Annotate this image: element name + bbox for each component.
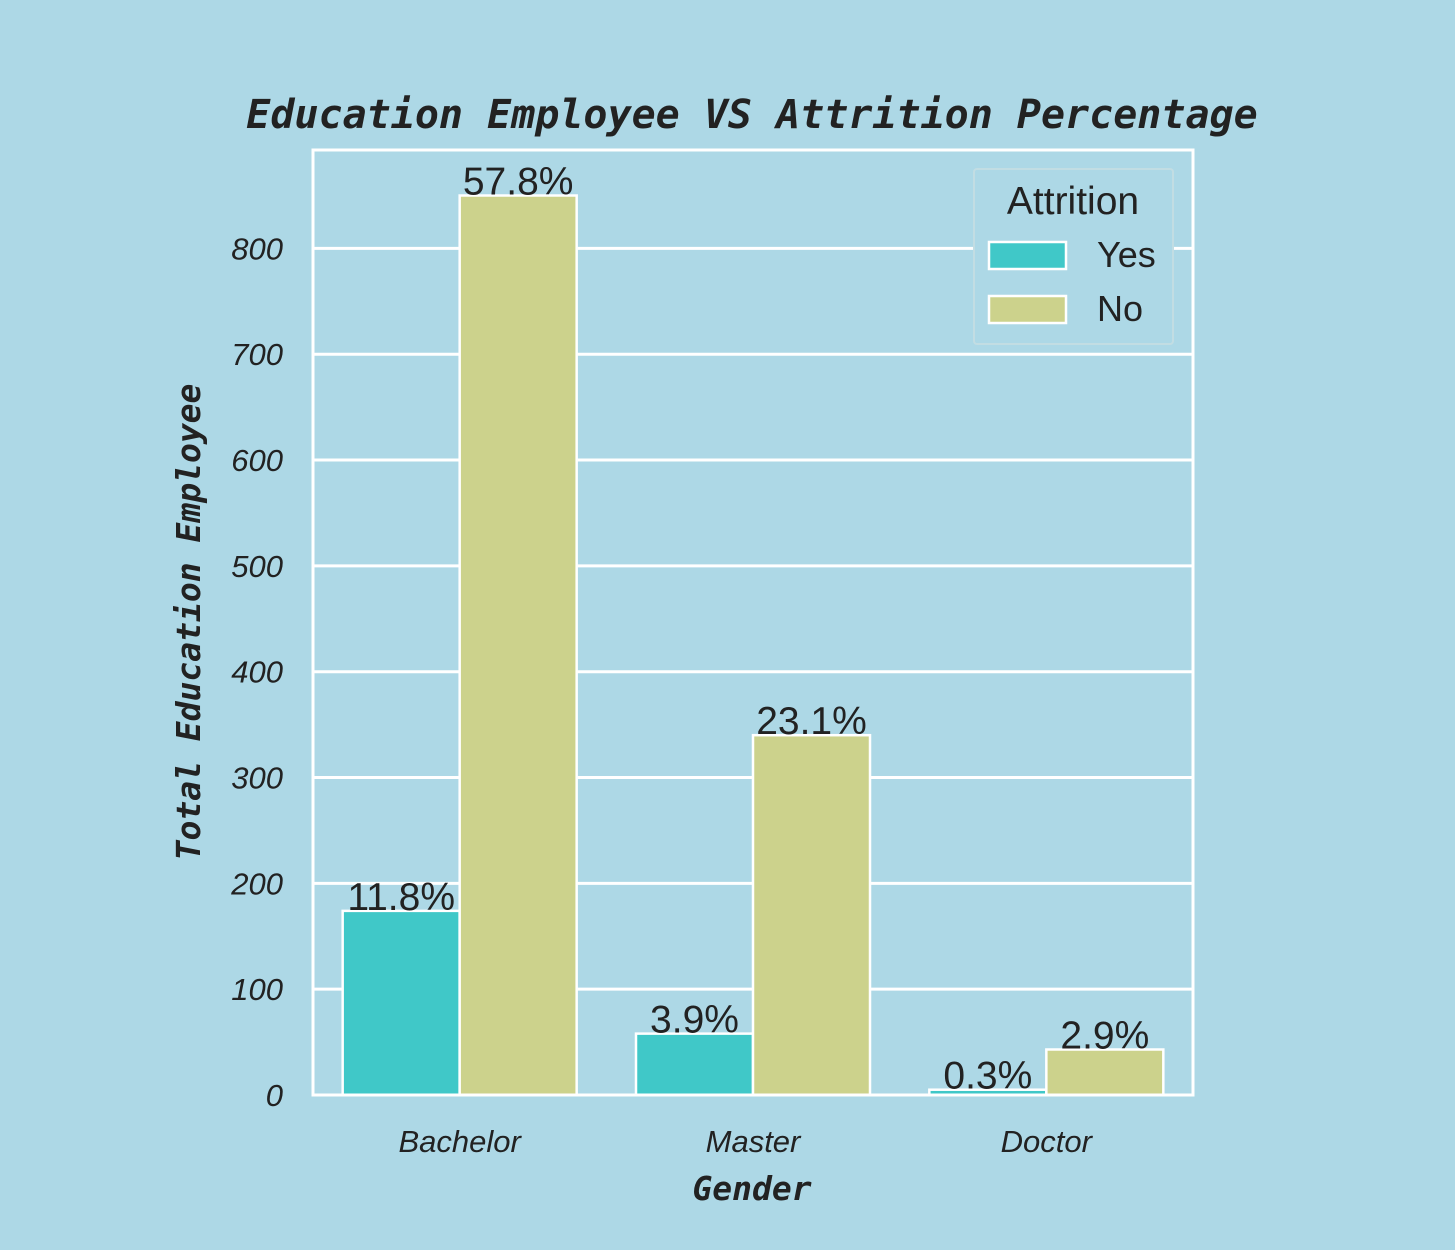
chart-title: Education Employee VS Attrition Percenta…: [246, 92, 1257, 138]
x-tick-label-doctor: Doctor: [1001, 1124, 1094, 1159]
y-axis-title: Total Education Employee: [169, 384, 208, 861]
bar-label-master-yes: 3.9%: [650, 999, 739, 1042]
bar-label-master-no: 23.1%: [756, 700, 867, 743]
bar-label-doctor-no: 2.9%: [1060, 1014, 1149, 1057]
y-tick-label-0: 0: [266, 1078, 283, 1113]
x-axis-title: Gender: [692, 1169, 811, 1208]
legend-label-yes: Yes: [1097, 234, 1156, 275]
bar-labels: 11.8% 57.8% 3.9% 23.1% 0.3% 2.9%: [347, 161, 1149, 1098]
y-tick-label-600: 600: [231, 443, 283, 478]
x-tick-label-master: Master: [706, 1124, 802, 1159]
legend-title: Attrition: [1007, 180, 1139, 223]
bar-label-bachelor-yes: 11.8%: [347, 876, 455, 919]
bar-doctor-no: [1045, 1048, 1165, 1097]
bar-master-yes: [634, 1032, 755, 1097]
bar-bachelor-no: [458, 194, 578, 1097]
x-axis-ticks: Bachelor Master Doctor: [398, 1124, 1093, 1159]
y-tick-label-500: 500: [231, 549, 283, 584]
legend-swatch-no: [987, 294, 1068, 325]
y-axis-ticks: 0 100 200 300 400 500 600 700 800: [230, 231, 283, 1113]
legend: Attrition Yes No: [973, 168, 1174, 345]
y-tick-label-800: 800: [231, 231, 283, 266]
y-tick-label-700: 700: [231, 337, 283, 372]
legend-swatch-yes: [987, 240, 1068, 271]
bar-label-doctor-yes: 0.3%: [943, 1055, 1032, 1098]
y-tick-label-100: 100: [231, 972, 283, 1007]
y-tick-label-400: 400: [231, 655, 283, 690]
bar-master-no: [751, 733, 872, 1097]
bars: [341, 194, 1165, 1097]
bar-bachelor-yes: [341, 909, 461, 1097]
legend-label-no: No: [1097, 288, 1143, 329]
x-tick-label-bachelor: Bachelor: [398, 1124, 522, 1159]
bar-label-bachelor-no: 57.8%: [463, 161, 574, 204]
y-tick-label-200: 200: [230, 866, 283, 901]
plot-area: 11.8% 57.8% 3.9% 23.1% 0.3% 2.9% 0 100 200 300 40…: [230, 148, 1195, 1159]
y-tick-label-300: 300: [231, 761, 283, 796]
